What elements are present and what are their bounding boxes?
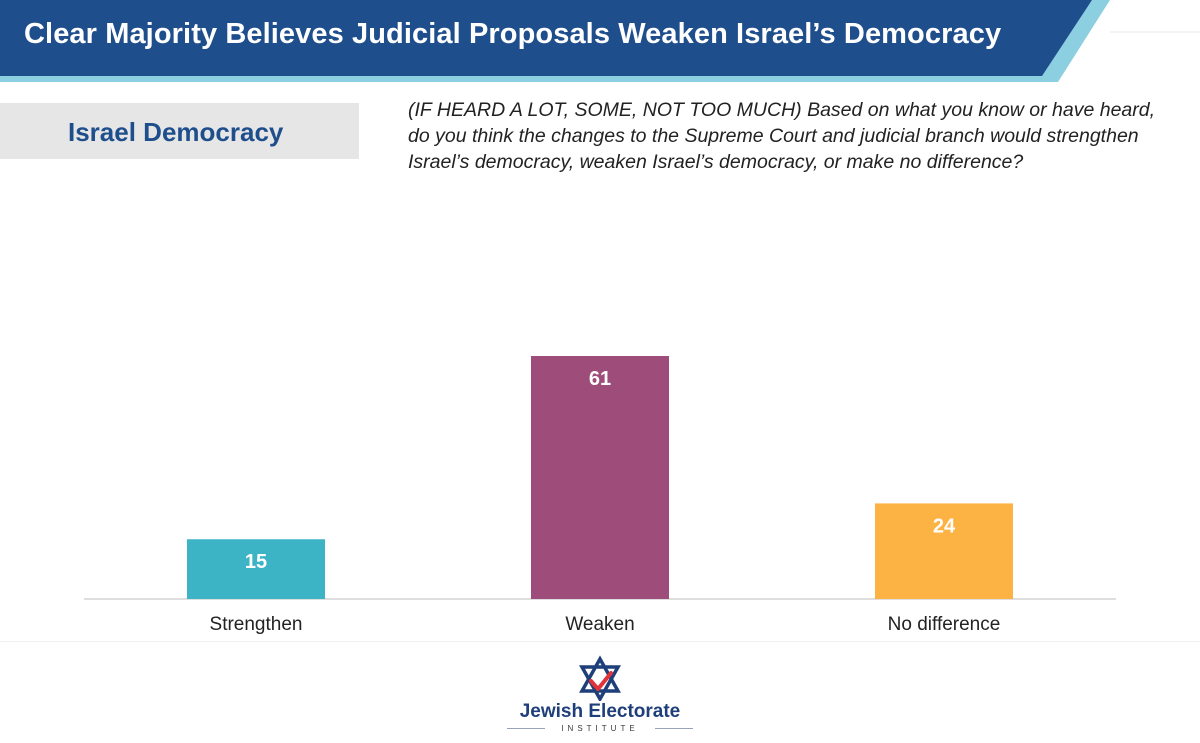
section-tag: Israel Democracy [0, 103, 359, 159]
logo-name: Jewish Electorate [519, 701, 681, 722]
header-background [0, 0, 1200, 82]
star-of-david-check-icon [579, 655, 621, 703]
logo-rule-left [507, 728, 545, 729]
section-label: Israel Democracy [68, 117, 284, 147]
header-banner: Clear Majority Believes Judicial Proposa… [0, 0, 1200, 82]
logo: Jewish Electorate INSTITUTE [505, 655, 695, 735]
page-title: Clear Majority Believes Judicial Proposa… [24, 18, 1002, 50]
bar-weaken [531, 356, 669, 599]
footer-divider [0, 641, 1200, 642]
logo-rule-right [655, 728, 693, 729]
data-label: 15 [245, 551, 267, 573]
category-label: Strengthen [210, 614, 303, 635]
data-label: 61 [589, 368, 611, 390]
bar-no-difference [875, 503, 1013, 599]
bar-strengthen [187, 539, 325, 599]
logo-subtitle: INSTITUTE [561, 724, 639, 733]
category-label: Weaken [565, 614, 634, 635]
survey-question: (IF HEARD A LOT, SOME, NOT TOO MUCH) Bas… [408, 99, 1156, 173]
category-label: No difference [888, 614, 1001, 635]
data-label: 24 [933, 515, 956, 537]
